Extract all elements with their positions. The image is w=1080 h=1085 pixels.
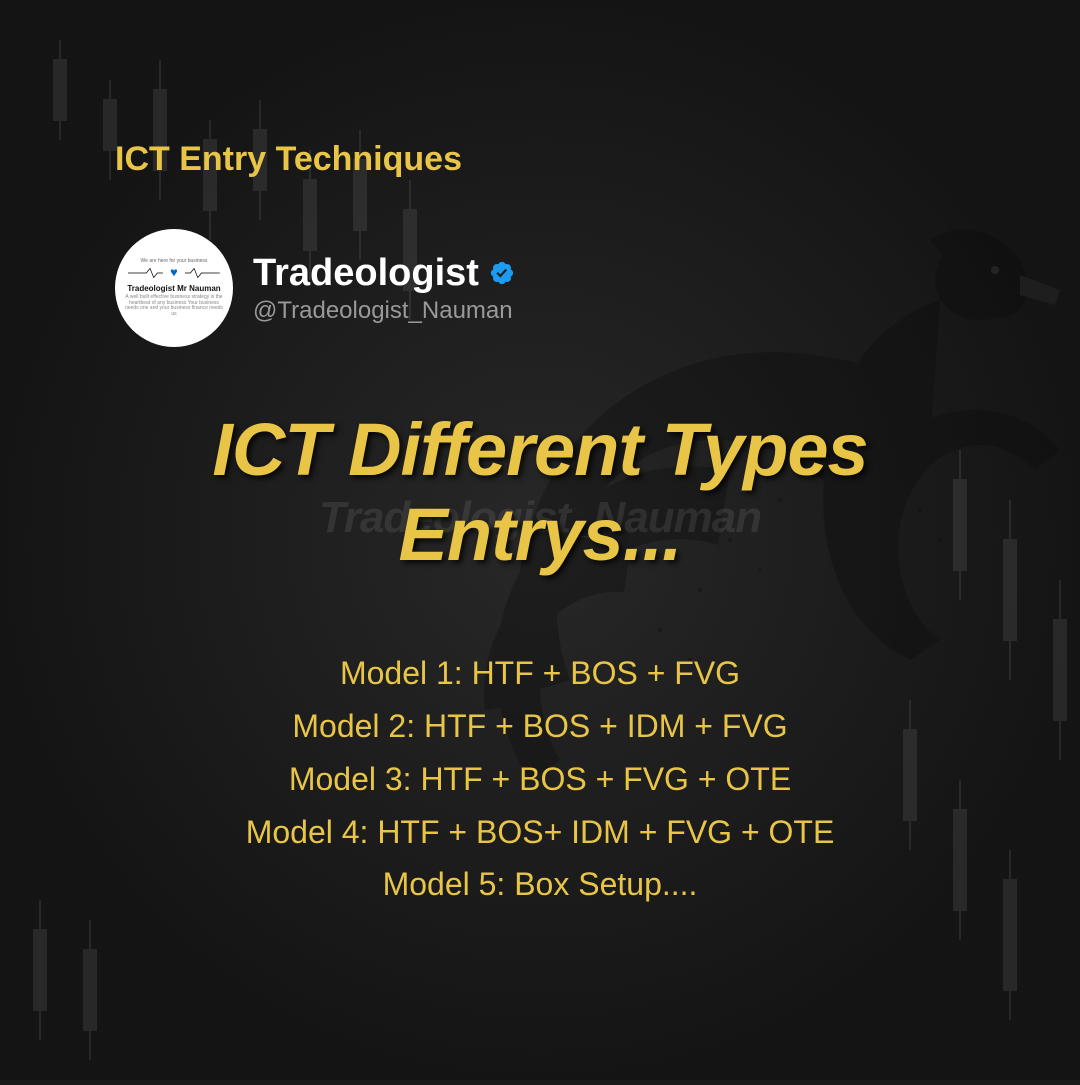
profile-name: Tradeologist [253, 252, 479, 295]
avatar-main-text: Tradeologist Mr Nauman [127, 284, 220, 293]
profile-section: We are here for your business ♥ Tradeolo… [115, 229, 965, 347]
content-container: ICT Entry Techniques We are here for you… [0, 0, 1080, 911]
avatar-heartbeat-line: ♥ [128, 266, 220, 280]
models-list: Model 1: HTF + BOS + FVG Model 2: HTF + … [115, 647, 965, 911]
profile-handle: @Tradeologist_Nauman [253, 297, 515, 325]
main-title: ICT Different Types Entrys... [115, 407, 965, 577]
svg-text:♥: ♥ [170, 266, 178, 280]
profile-info: Tradeologist @Tradeologist_Nauman [253, 252, 515, 325]
model-line: Model 1: HTF + BOS + FVG [115, 647, 965, 700]
page-subtitle: ICT Entry Techniques [115, 140, 965, 179]
avatar-bottom-text: A well built effective business strategy… [123, 295, 225, 317]
profile-name-row: Tradeologist [253, 252, 515, 295]
model-line: Model 4: HTF + BOS+ IDM + FVG + OTE [115, 806, 965, 859]
verified-badge-icon [489, 260, 515, 286]
model-line: Model 5: Box Setup.... [115, 858, 965, 911]
avatar-top-text: We are here for your business [141, 259, 208, 265]
model-line: Model 2: HTF + BOS + IDM + FVG [115, 700, 965, 753]
model-line: Model 3: HTF + BOS + FVG + OTE [115, 753, 965, 806]
avatar: We are here for your business ♥ Tradeolo… [115, 229, 233, 347]
